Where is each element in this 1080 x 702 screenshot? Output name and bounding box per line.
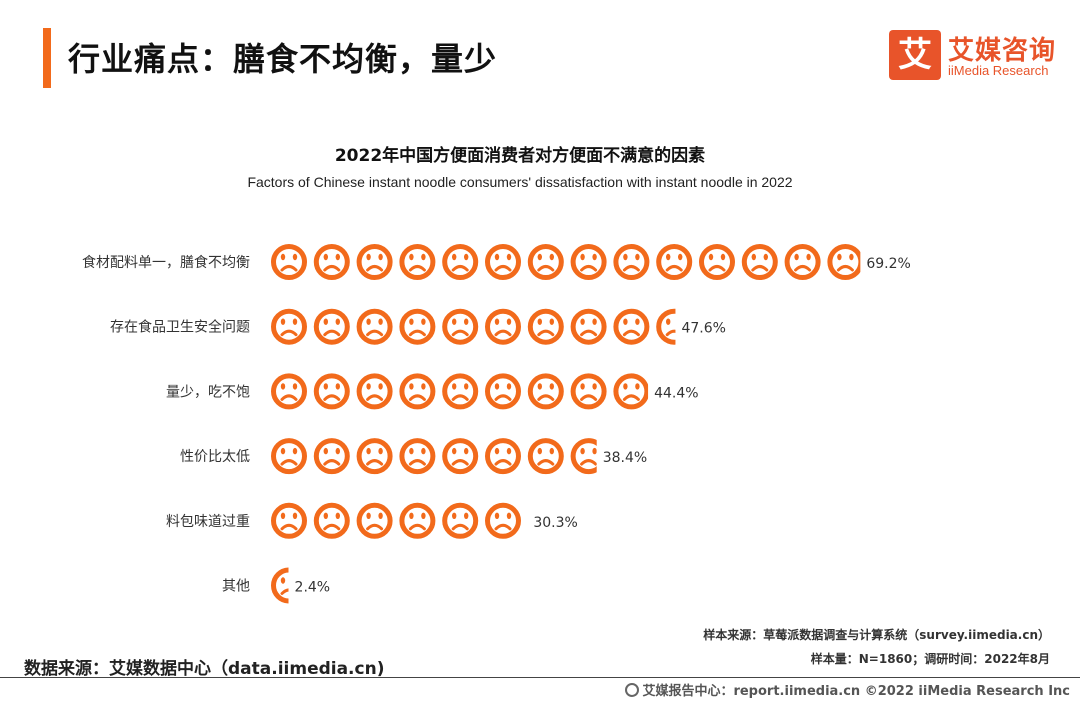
category-label: 料包味道过重 [166,514,250,530]
sample-source-note: 样本来源：草莓派数据调查与计算系统（survey.iimedia.cn） [703,628,1050,642]
value-label: 44.4% [654,385,698,401]
sad-face-icon [356,373,393,410]
sad-face-icon [399,438,436,475]
sad-face-icon [399,373,436,410]
bar [271,308,676,345]
category-label: 其他 [222,579,250,595]
sad-face-icon [271,438,307,475]
category-label: 量少，吃不饱 [166,384,250,400]
page-title: 行业痛点：膳食不均衡，量少 [68,40,498,78]
sad-face-icon [271,373,307,410]
chart-title: 2022年中国方便面消费者对方便面不满意的因素 [334,146,706,166]
value-label: 69.2% [866,256,910,272]
sad-face-icon [570,308,607,345]
sad-face-icon [356,308,393,345]
sad-face-icon [313,244,350,280]
sad-face-icon [656,308,676,345]
sad-face-icon [827,244,861,280]
sad-face-icon [442,438,479,475]
bar [271,438,597,475]
sad-face-icon [527,308,564,345]
sad-face-icon [784,244,821,280]
sad-face-icon [485,502,521,539]
sad-face-icon [271,244,307,280]
sad-face-icon [485,308,521,345]
footer-text: 艾媒报告中心：report.iimedia.cn ©2022 iiMedia R… [642,684,1070,699]
logo-subtitle: iiMedia Research [948,63,1049,78]
sad-face-icon [485,373,521,410]
category-label: 食材配料单一，膳食不均衡 [82,254,250,271]
sad-face-icon [527,373,564,410]
footer-divider [0,677,1080,678]
sad-face-icon [527,244,564,280]
sad-face-icon [356,502,393,539]
sad-face-icon [399,244,436,280]
value-label: 38.4% [603,450,647,466]
chart-subtitle: Factors of Chinese instant noodle consum… [247,174,793,190]
sad-face-icon [570,373,607,410]
sad-face-icon [656,244,693,280]
sad-face-icon [485,438,521,475]
footer: 艾媒报告中心：report.iimedia.cn ©2022 iiMedia R… [625,680,1070,699]
sad-face-icon [271,308,307,345]
sad-face-icon [613,308,650,345]
sad-face-icon [442,308,479,345]
logo-mark: 艾 [889,30,941,80]
sad-face-icon [356,244,393,280]
sad-face-icon [613,373,649,410]
sad-face-icon [613,244,650,280]
sad-face-icon [442,244,479,280]
category-label: 存在食品卫生安全问题 [110,319,250,336]
sad-face-icon [356,438,393,475]
value-label: 30.3% [533,515,577,531]
bar [271,244,861,280]
category-label: 性价比太低 [180,449,250,465]
bar [271,502,521,539]
sad-face-icon [313,438,350,475]
sad-face-icon [313,373,350,410]
pictogram-bar-chart: 食材配料单一，膳食不均衡 69.2% 存在食品卫生安全问题 47.6% 量少，吃不饱 44… [82,244,911,604]
title-accent-bar [43,28,51,88]
sad-face-icon [442,373,479,410]
sad-face-icon [570,438,597,475]
globe-icon [625,683,640,697]
sad-face-icon [399,308,436,345]
value-label: 47.6% [681,321,725,337]
sad-face-icon [527,438,564,475]
data-source-note: 数据来源：艾媒数据中心（data.iimedia.cn) [24,659,385,679]
bar [271,373,649,410]
logo-name: 艾媒咨询 [948,36,1057,66]
sad-face-icon [271,502,307,539]
sample-size-note: 样本量：N=1860；调研时间：2022年8月 [810,652,1050,666]
sad-face-icon [442,502,479,539]
sad-face-icon [570,244,607,280]
sad-face-icon [399,502,436,539]
sad-face-icon [313,502,350,539]
sad-face-icon [313,308,350,345]
sad-face-icon [485,244,521,280]
brand-logo: 艾 艾媒咨询 iiMedia Research [889,30,1059,82]
sad-face-icon [271,567,289,604]
bar [271,567,289,604]
sad-face-icon [699,244,735,280]
value-label: 2.4% [295,580,331,596]
sad-face-icon [741,244,778,280]
